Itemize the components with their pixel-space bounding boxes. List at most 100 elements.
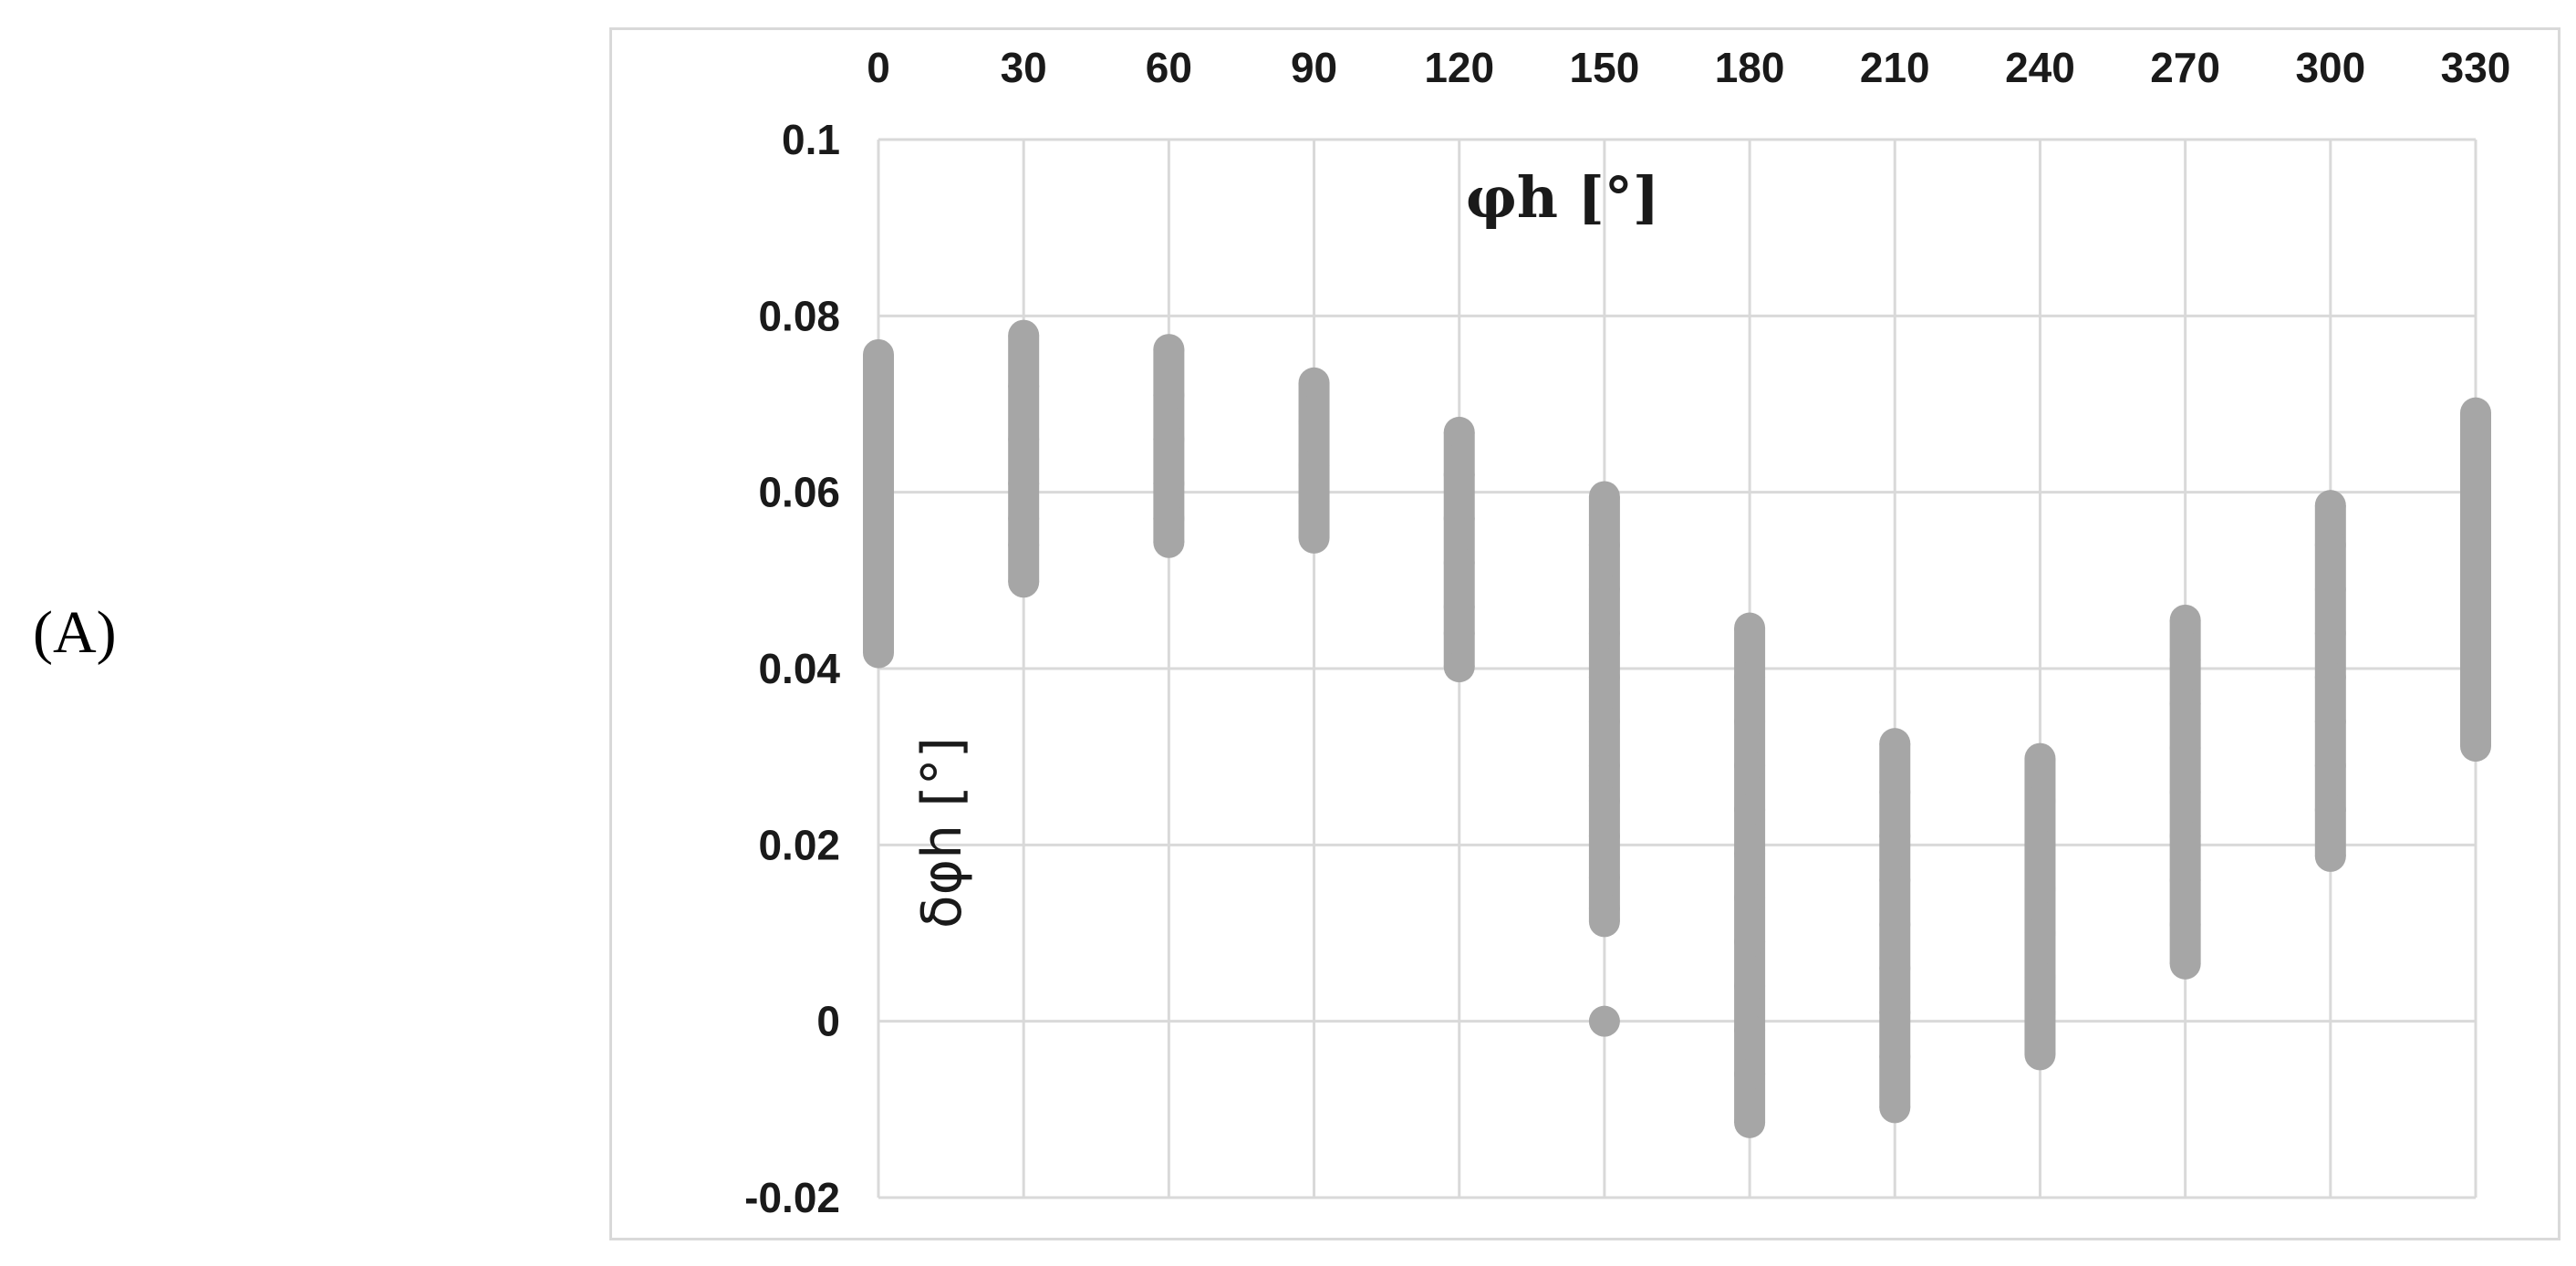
data-point [863, 389, 894, 420]
data-point [1734, 706, 1766, 737]
data-point [2169, 604, 2201, 636]
data-point [1734, 1058, 1766, 1090]
data-point [2169, 820, 2201, 852]
data-point [1443, 416, 1475, 448]
y-tick-label: 0 [816, 998, 840, 1045]
data-point [1879, 776, 1911, 808]
data-point [2024, 873, 2056, 905]
data-point [1879, 952, 1911, 984]
data-point [1153, 526, 1185, 558]
data-point [2024, 1039, 2056, 1071]
chart-svg: 0 30 60 90 120 150 180 210 240 270 300 330 0.10.080… [744, 44, 2511, 1221]
data-point [1879, 1092, 1911, 1124]
data-point [1008, 468, 1040, 499]
data-point [1588, 706, 1620, 737]
data-point [2024, 918, 2056, 949]
x-tick-label: 120 [1424, 44, 1494, 91]
points-layer [863, 319, 2491, 1138]
data-point [2024, 997, 2056, 1028]
x-tick-label: 180 [1715, 44, 1785, 91]
data-point [2314, 750, 2346, 782]
data-point [1588, 785, 1620, 816]
data-point [1734, 882, 1766, 914]
data-point [1879, 1041, 1911, 1073]
data-point [1443, 547, 1475, 578]
data-point [2314, 617, 2346, 649]
data-point [1734, 612, 1766, 644]
y-tick-label: 0.1 [782, 116, 840, 163]
data-point [1298, 406, 1330, 438]
data-point [1008, 503, 1040, 534]
data-point [1879, 997, 1911, 1028]
data-point [1153, 379, 1185, 411]
data-point [1734, 1014, 1766, 1046]
chart-frame: 0 30 60 90 120 150 180 210 240 270 300 330 0.1 0.08 0… [609, 27, 2560, 1240]
data-point [1734, 926, 1766, 958]
x-tick-label: 210 [1860, 44, 1930, 91]
data-point [1588, 617, 1620, 649]
data-point [2024, 785, 2056, 816]
data-point [1298, 485, 1330, 517]
data-point [1734, 970, 1766, 1001]
x-tick-label: 150 [1570, 44, 1640, 91]
data-point [1443, 591, 1475, 623]
data-point [1008, 370, 1040, 402]
x-tick-label: 30 [1001, 44, 1047, 91]
x-tick-label: 90 [1291, 44, 1337, 91]
data-point [1588, 750, 1620, 782]
data-point [1008, 529, 1040, 561]
data-point [863, 521, 894, 552]
data-point [2169, 732, 2201, 763]
data-point [2460, 397, 2491, 429]
y-tick-label: 0.04 [758, 645, 840, 692]
data-point [1008, 319, 1040, 351]
data-point [1153, 468, 1185, 499]
data-point [1734, 794, 1766, 825]
data-point [863, 547, 894, 578]
data-point [1008, 423, 1040, 455]
data-point [1443, 651, 1475, 683]
x-tick-label: 240 [2005, 44, 2075, 91]
data-point [1588, 661, 1620, 693]
data-point [2314, 840, 2346, 872]
data-point [863, 608, 894, 640]
data-point [1443, 459, 1475, 491]
x-tick-label: 330 [2441, 44, 2511, 91]
data-point [1734, 838, 1766, 869]
y-tick-label: 0.02 [758, 821, 840, 868]
data-point [1588, 820, 1620, 852]
data-point [1879, 820, 1911, 852]
data-point [863, 582, 894, 614]
data-point [863, 338, 894, 370]
y-tick-label: 0.06 [758, 469, 840, 516]
y-axis-title: δφh [°] [910, 737, 974, 929]
data-point [2314, 661, 2346, 693]
data-point [2314, 574, 2346, 605]
data-point [1153, 334, 1185, 366]
data-point [1588, 574, 1620, 605]
data-point [1008, 566, 1040, 598]
data-point [2024, 961, 2056, 993]
panel-label: (A) [33, 599, 117, 666]
data-point [2460, 485, 2491, 517]
data-point [2024, 829, 2056, 861]
data-point [2024, 742, 2056, 774]
data-point [1588, 529, 1620, 561]
data-point [1879, 908, 1911, 940]
data-point [1734, 1106, 1766, 1138]
data-point [2169, 908, 2201, 940]
data-point [2169, 688, 2201, 720]
data-point [1588, 906, 1620, 938]
data-point [1298, 522, 1330, 554]
data-point [1153, 423, 1185, 455]
x-tick-label: 300 [2295, 44, 2365, 91]
data-point [2460, 661, 2491, 693]
data-point [863, 637, 894, 669]
data-point [2460, 731, 2491, 763]
data-point [2314, 706, 2346, 737]
grid-layer [877, 138, 2477, 1199]
data-point [1734, 750, 1766, 782]
y-tick-label: -0.02 [744, 1174, 840, 1221]
data-point [863, 432, 894, 464]
data-point [2314, 490, 2346, 522]
